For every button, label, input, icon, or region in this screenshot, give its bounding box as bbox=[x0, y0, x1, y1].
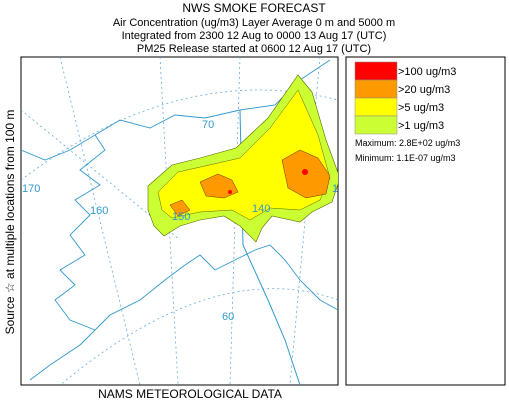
subtitle: PM25 Release started at 0600 12 Aug 17 (… bbox=[137, 43, 371, 55]
legend-label: >100 ug/m3 bbox=[398, 66, 456, 78]
map-label: 70 bbox=[202, 119, 214, 131]
title: NWS SMOKE FORECAST bbox=[182, 1, 326, 15]
subtitle: Integrated from 2300 12 Aug to 0000 13 A… bbox=[122, 30, 387, 42]
map-label: 130 bbox=[332, 183, 350, 195]
maximum: Maximum: 2.8E+02 ug/m3 bbox=[355, 138, 460, 148]
legend: Maximum: 2.8E+02 ug/m3 Minimum: 1.1E-07 … bbox=[345, 56, 506, 386]
minimum: Minimum: 1.1E-07 ug/m3 bbox=[355, 153, 456, 163]
smoke-plume bbox=[147, 74, 338, 243]
footer: NAMS METEOROLOGICAL DATA bbox=[98, 387, 282, 401]
map-label: 140 bbox=[252, 203, 270, 215]
legend-swatch bbox=[354, 97, 398, 117]
legend-label: >20 ug/m3 bbox=[398, 84, 450, 96]
legend-swatch bbox=[354, 61, 398, 81]
map-label: 170 bbox=[22, 183, 40, 195]
legend-label: >1 ug/m3 bbox=[398, 120, 444, 132]
legend-swatch bbox=[354, 79, 398, 99]
map-label: 150 bbox=[172, 211, 190, 223]
map-label: 160 bbox=[90, 205, 108, 217]
legend-swatch bbox=[354, 115, 398, 135]
map-label: 60 bbox=[222, 311, 234, 323]
side-label: Source ☆ at multiple locations from 100 … bbox=[3, 110, 17, 335]
subtitle: Air Concentration (ug/m3) Layer Average … bbox=[113, 17, 395, 29]
map: 70 170 160 150 140 130 60 bbox=[20, 56, 350, 386]
legend-label: >5 ug/m3 bbox=[398, 102, 444, 114]
